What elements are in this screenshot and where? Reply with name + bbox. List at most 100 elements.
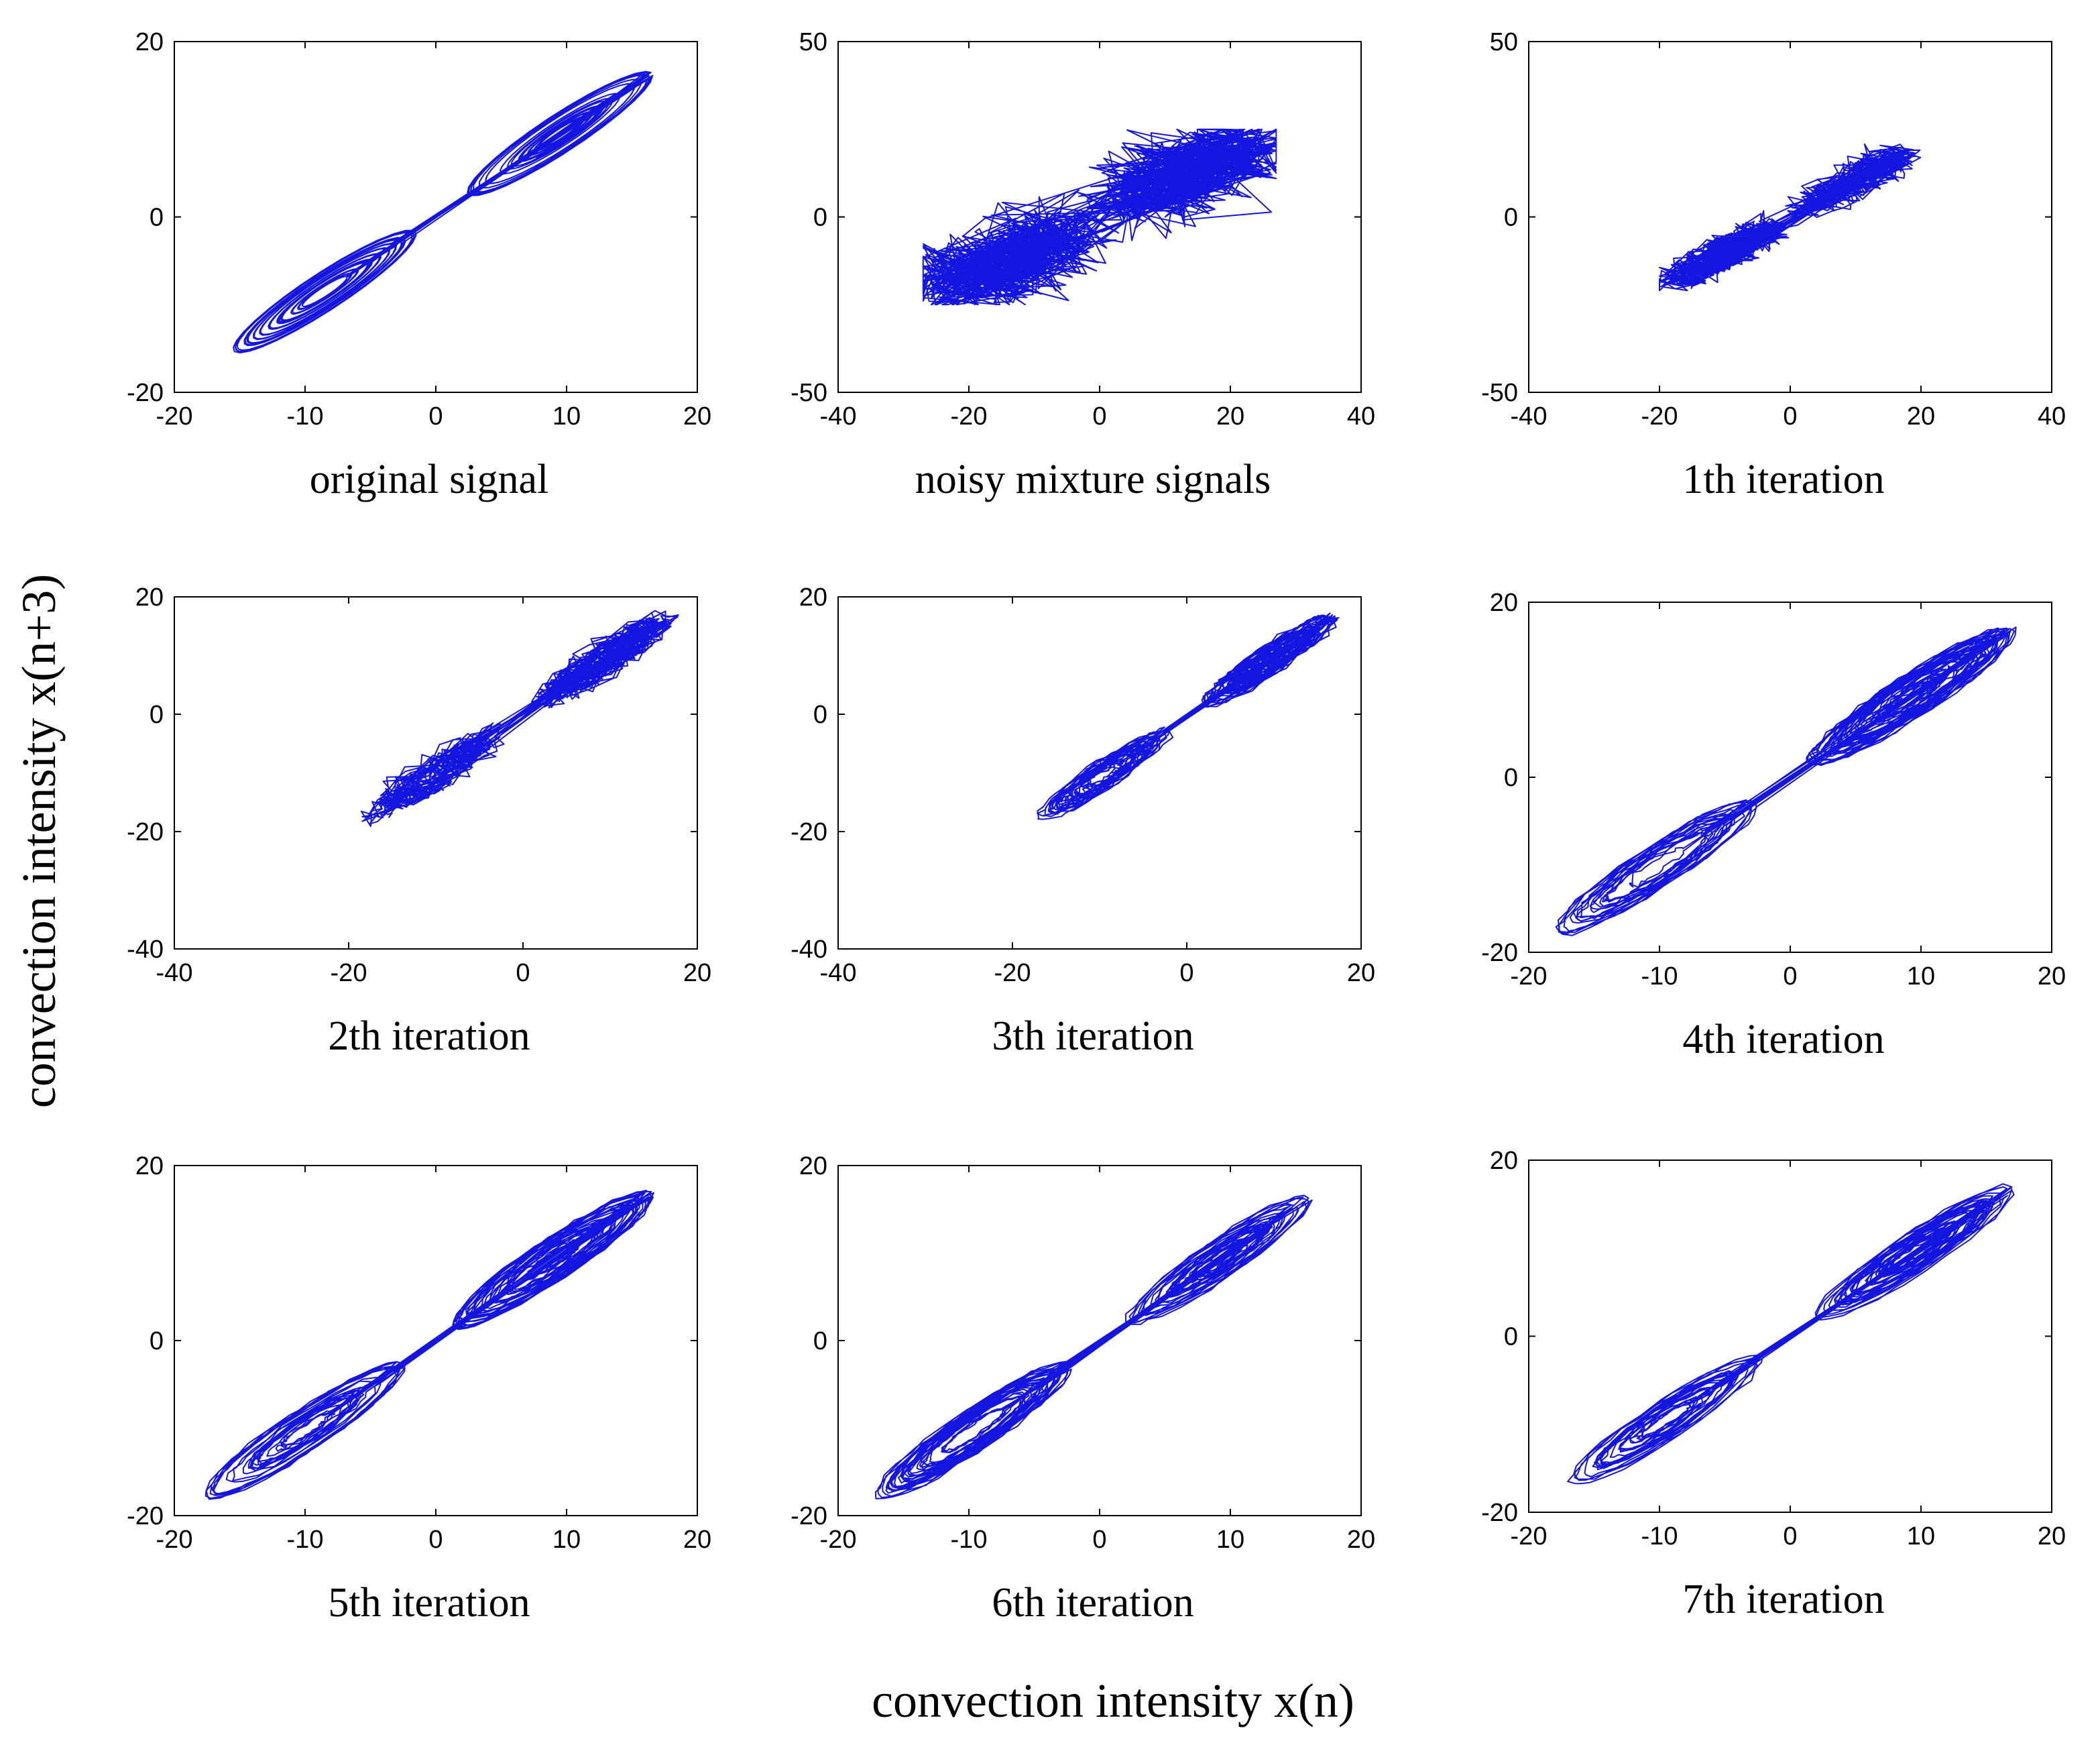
x-tick-label: 0	[1783, 402, 1797, 431]
axes-frame	[837, 41, 1362, 393]
y-tick-label: 20	[135, 583, 164, 612]
y-tick-label: 50	[1490, 28, 1518, 56]
x-tick-label: -40	[1511, 402, 1548, 431]
subplot-title: 4th iteration	[1682, 1017, 1884, 1062]
y-tick-label: 0	[813, 204, 827, 232]
panel-iter5: -20 -10 0 10 20 20 0 -20 5th iteration	[127, 1152, 711, 1626]
panel-original: -20 -10 0 10 20 20 0 -20 original signal	[127, 28, 711, 502]
y-tick-label: 20	[1490, 1147, 1518, 1175]
x-tick-label: -20	[820, 1526, 857, 1554]
x-tick-label: 0	[1783, 962, 1797, 991]
y-tick-label: 20	[799, 583, 827, 612]
x-tick-label: -20	[1641, 402, 1678, 431]
y-tick-label: -20	[791, 1502, 827, 1530]
x-tick-label: -20	[994, 959, 1031, 987]
y-tick-label: 0	[150, 1327, 164, 1355]
subplot-title: 7th iteration	[1682, 1577, 1884, 1622]
x-tick-label: 10	[1216, 1526, 1244, 1554]
y-tick-label: -20	[127, 379, 164, 407]
axes-frame	[174, 596, 698, 950]
x-tick-label: -20	[156, 402, 193, 431]
x-tick-label: 20	[683, 1526, 711, 1554]
trace-iter7	[1567, 1183, 2015, 1485]
x-tick-label: 10	[1907, 962, 1935, 991]
subplot-title: 1th iteration	[1682, 457, 1884, 502]
panel-iter1: -40 -20 0 20 40 50 0 -50 1th iteration	[1481, 28, 2066, 502]
subplot-title: 5th iteration	[328, 1580, 530, 1626]
x-tick-label: -40	[820, 402, 857, 431]
x-tick-label: -40	[156, 959, 193, 987]
y-tick-label: 0	[813, 701, 827, 729]
axes-frame	[837, 596, 1362, 950]
x-tick-label: -20	[156, 1526, 193, 1554]
x-tick-label: -10	[287, 402, 324, 431]
y-tick-label: -40	[791, 936, 827, 964]
x-tick-label: 10	[552, 402, 581, 431]
subplot-title: 6th iteration	[992, 1580, 1193, 1626]
subplot-title: original signal	[310, 457, 548, 502]
trace-iter4	[1555, 626, 2017, 936]
trace-iter1	[1659, 143, 1922, 292]
x-tick-label: -20	[331, 959, 367, 987]
y-tick-label: -20	[1481, 939, 1518, 967]
subplot-title: 3th iteration	[992, 1013, 1193, 1059]
y-tick-label: -50	[791, 379, 827, 407]
trace-noisy	[922, 128, 1277, 306]
y-tick-label: 0	[1504, 204, 1518, 232]
x-tick-label: 40	[2038, 402, 2066, 431]
y-tick-label: 0	[1504, 1323, 1518, 1351]
x-tick-label: 0	[428, 402, 443, 431]
x-tick-label: 0	[428, 1526, 443, 1554]
y-tick-label: -20	[127, 1502, 164, 1530]
y-tick-label: 20	[135, 28, 164, 56]
x-tick-label: -20	[1511, 962, 1548, 991]
panel-iter7: -20 -10 0 10 20 20 0 -20 7th iteration	[1481, 1147, 2066, 1622]
y-tick-label: -40	[127, 936, 164, 964]
y-tick-label: 20	[799, 1152, 827, 1180]
x-tick-label: -40	[820, 959, 857, 987]
x-axis-label: convection intensity x(n)	[872, 1674, 1354, 1728]
x-tick-label: 0	[1092, 1526, 1106, 1554]
x-tick-label: 0	[1179, 959, 1193, 987]
x-tick-label: 10	[552, 1526, 581, 1554]
panel-iter6: -20 -10 0 10 20 20 0 -20 6th iteration	[791, 1152, 1375, 1626]
y-tick-label: 20	[135, 1152, 164, 1180]
y-tick-label: -50	[1481, 379, 1518, 407]
x-tick-label: 20	[1347, 959, 1375, 987]
x-tick-label: 20	[683, 959, 711, 987]
x-tick-label: 20	[1347, 1526, 1375, 1554]
x-tick-label: 20	[2038, 962, 2066, 991]
trace-iter2	[360, 610, 679, 828]
x-tick-label: -10	[1641, 962, 1678, 991]
x-tick-label: -10	[951, 1526, 988, 1554]
panel-iter2: -40 -20 0 20 20 0 -20 -40 2th iteration	[127, 583, 711, 1059]
x-tick-label: -20	[951, 402, 988, 431]
x-tick-label: 0	[1092, 402, 1106, 431]
x-tick-label: 10	[1907, 1522, 1935, 1550]
trace-original	[233, 70, 654, 353]
panel-iter4: -20 -10 0 10 20 20 0 -20 4th iteration	[1481, 589, 2066, 1062]
y-tick-label: 0	[1504, 764, 1518, 792]
subplot-title: 2th iteration	[328, 1013, 530, 1059]
panel-iter3: -40 -20 0 20 20 0 -20 -40 3th iteration	[791, 583, 1375, 1059]
x-tick-label: 20	[2038, 1522, 2066, 1550]
y-tick-label: 0	[813, 1327, 827, 1355]
x-tick-label: -10	[1641, 1522, 1678, 1550]
y-tick-label: 0	[150, 204, 164, 232]
y-tick-label: 50	[799, 28, 827, 56]
y-tick-label: -20	[127, 818, 164, 846]
y-axis-label: convection intensity x(n+3)	[12, 574, 66, 1108]
trace-iter6	[874, 1194, 1313, 1500]
panel-noisy: -40 -20 0 20 40 50 0 -50 noisy mixture signals	[791, 28, 1375, 502]
x-tick-label: 20	[683, 402, 711, 431]
trace-iter5	[205, 1190, 654, 1500]
x-tick-label: 40	[1347, 402, 1375, 431]
x-tick-label: -20	[1511, 1522, 1548, 1550]
y-tick-label: 0	[150, 701, 164, 729]
x-tick-label: 20	[1216, 402, 1244, 431]
trace-iter3	[1037, 612, 1340, 820]
x-tick-label: 0	[516, 959, 530, 987]
y-tick-label: 20	[1490, 589, 1518, 617]
x-tick-label: -10	[287, 1526, 324, 1554]
